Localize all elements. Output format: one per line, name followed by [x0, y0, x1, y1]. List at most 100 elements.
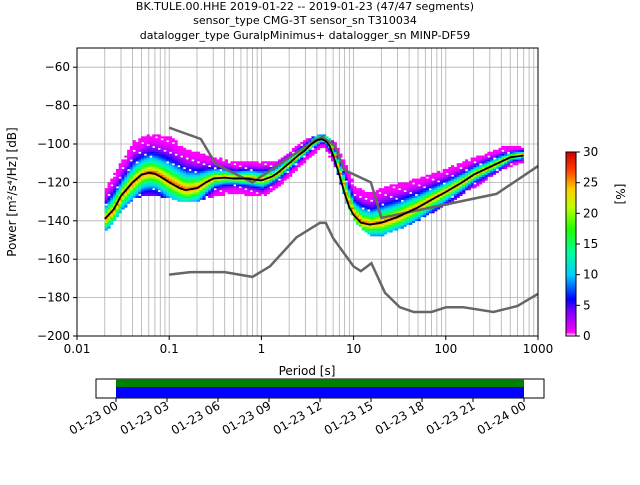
density-cell: [372, 211, 376, 214]
density-cell: [132, 163, 136, 166]
density-cell: [138, 163, 142, 166]
density-cell: [171, 188, 175, 191]
density-cell: [163, 145, 167, 149]
density-cell: [180, 167, 184, 170]
density-cell: [135, 153, 139, 156]
density-cell: [180, 178, 184, 181]
density-cell: [252, 165, 256, 168]
density-cell: [194, 182, 198, 185]
density-cell: [347, 195, 351, 198]
density-cell: [467, 167, 471, 170]
density-cell: [216, 168, 220, 172]
density-cell: [199, 155, 203, 158]
density-cell: [389, 226, 393, 229]
density-cell: [353, 190, 357, 193]
density-cell: [166, 195, 170, 198]
density-cell: [222, 180, 226, 183]
density-cell: [420, 215, 424, 218]
density-cell: [347, 188, 351, 191]
density-cell: [487, 165, 491, 168]
density-cell: [406, 205, 410, 208]
density-cell: [219, 167, 223, 170]
density-cell: [479, 155, 483, 158]
density-cell: [437, 203, 441, 206]
density-cell: [152, 147, 156, 150]
density-cell: [149, 168, 153, 172]
density-cell: [442, 180, 446, 183]
density-cell: [476, 157, 480, 160]
density-cell: [124, 165, 128, 168]
density-cell: [115, 211, 120, 214]
density-cell: [465, 186, 469, 189]
density-cell: [364, 228, 368, 231]
density-cell: [121, 165, 125, 168]
density-cell: [467, 168, 471, 172]
density-cell: [498, 149, 502, 152]
density-cell: [152, 174, 156, 177]
density-cell: [409, 188, 413, 191]
density-cell: [191, 195, 195, 198]
density-cell: [171, 144, 175, 147]
density-cell: [160, 151, 164, 154]
density-cell: [194, 172, 198, 175]
density-cell: [149, 176, 153, 179]
density-cell: [124, 159, 128, 162]
density-cell: [168, 136, 173, 139]
density-cell: [166, 186, 170, 189]
density-cell: [484, 176, 488, 179]
density-cell: [107, 218, 111, 221]
density-cell: [160, 180, 164, 183]
density-cell: [210, 163, 214, 166]
density-cell: [174, 151, 178, 154]
density-cell: [297, 147, 301, 150]
density-cell: [456, 167, 460, 170]
density-cell: [196, 176, 201, 179]
density-cell: [492, 161, 497, 164]
density-cell: [244, 161, 248, 164]
plot-frame: [76, 47, 539, 337]
density-cell: [462, 190, 466, 193]
density-cell: [286, 159, 290, 162]
density-cell: [370, 232, 374, 235]
density-cell: [400, 186, 404, 189]
density-cell: [177, 155, 181, 158]
density-cell: [495, 151, 499, 154]
density-cell: [350, 184, 354, 187]
density-cell: [470, 170, 474, 173]
density-cell: [515, 145, 519, 149]
density-cell: [417, 192, 421, 195]
density-cell: [462, 176, 466, 179]
density-cell: [400, 218, 404, 221]
density-cell: [213, 172, 217, 175]
density-cell: [479, 172, 483, 175]
density-cell: [409, 197, 413, 200]
density-cell: [180, 168, 184, 172]
density-cell: [277, 167, 282, 170]
density-cell: [411, 178, 416, 181]
density-cell: [439, 197, 444, 200]
density-cell: [314, 136, 318, 139]
density-cell: [465, 161, 469, 164]
density-cell: [258, 184, 262, 187]
density-cell: [434, 209, 438, 212]
density-cell: [308, 147, 312, 150]
density-cell: [518, 147, 522, 150]
density-cell: [160, 155, 164, 158]
density-cell: [414, 201, 418, 204]
density-cell: [166, 192, 170, 195]
density-cell: [196, 182, 201, 185]
density-cell: [213, 159, 217, 162]
density-cell: [163, 165, 167, 168]
density-cell: [456, 190, 460, 193]
density-cell: [417, 201, 421, 204]
density-cell: [149, 188, 153, 191]
density-cell: [127, 151, 131, 154]
colorbar-tick-label: 20: [583, 206, 598, 220]
density-cell: [459, 163, 463, 166]
title-line-1: BK.TULE.00.HHE 2019-01-22 -- 2019-01-23 …: [136, 0, 474, 13]
density-cell: [425, 180, 430, 183]
density-cell: [370, 192, 374, 195]
density-cell: [185, 192, 189, 195]
density-cell: [386, 203, 390, 206]
density-cell: [182, 199, 187, 202]
